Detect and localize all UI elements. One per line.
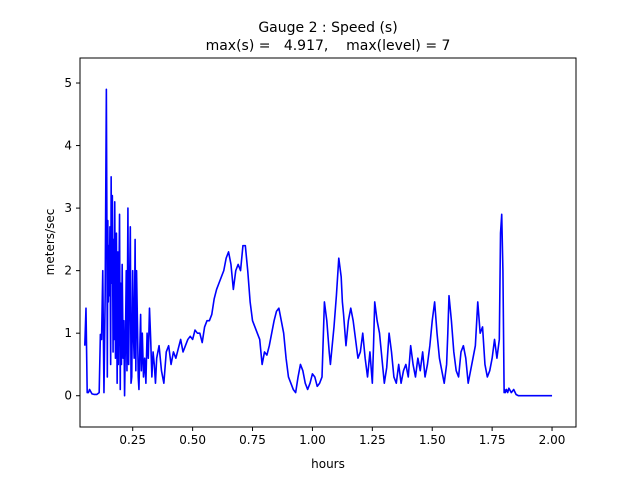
y-tick-label: 0 — [64, 389, 72, 403]
y-tick-label: 4 — [64, 139, 72, 153]
series-line-0 — [83, 88, 553, 397]
chart-title-line2: max(s) = 4.917, max(level) = 7 — [206, 38, 451, 54]
x-axis-label: hours — [311, 457, 345, 471]
tick-labels: 0.25 0.50 0.75 1.00 1.25 1.50 1.75 2.00 0 1 2 3 4 5 — [64, 76, 565, 447]
x-tick-label: 1.00 — [299, 433, 326, 447]
x-tick-label: 0.75 — [239, 433, 266, 447]
x-tick-label: 1.25 — [359, 433, 386, 447]
y-tick-label: 5 — [64, 76, 72, 90]
x-tick-label: 1.50 — [419, 433, 446, 447]
x-tick-label: 2.00 — [539, 433, 566, 447]
x-tick-label: 1.75 — [479, 433, 506, 447]
y-tick-label: 1 — [64, 326, 72, 340]
x-tick-label: 0.50 — [179, 433, 206, 447]
y-tick-label: 2 — [64, 264, 72, 278]
chart-title-line1: Gauge 2 : Speed (s) — [258, 20, 397, 36]
plot-frame — [79, 57, 577, 428]
x-tick-label: 0.25 — [119, 433, 146, 447]
y-tick-label: 3 — [64, 201, 72, 215]
plot-area — [83, 88, 553, 397]
y-axis-label: meters/sec — [43, 209, 57, 276]
